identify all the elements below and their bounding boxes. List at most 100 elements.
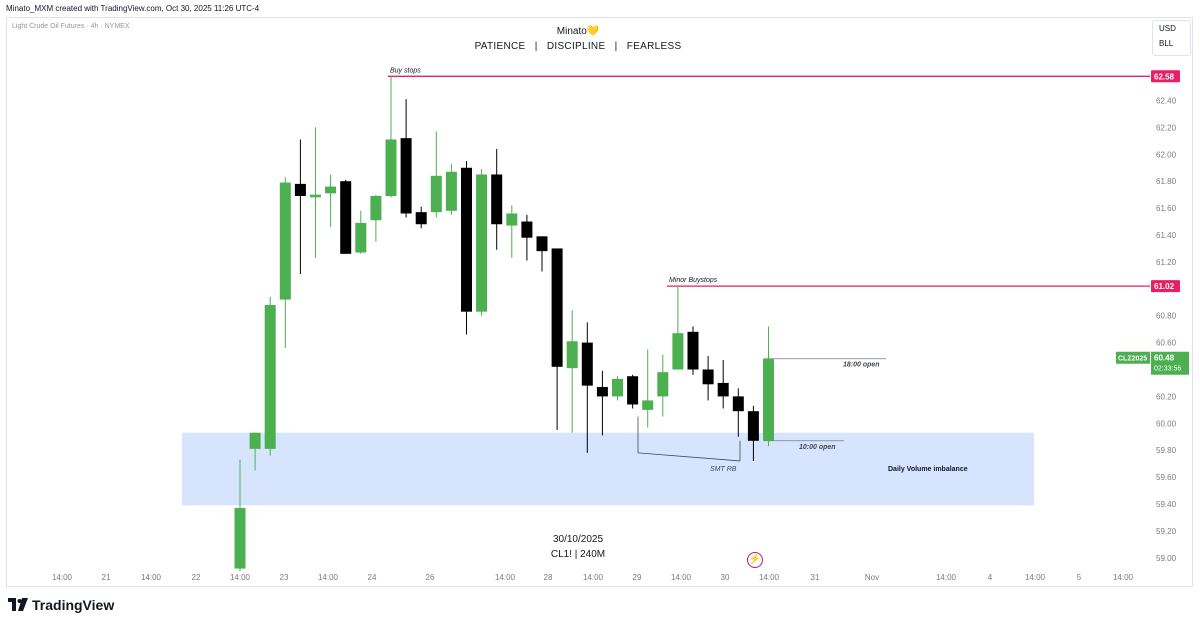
- candle-body-up: [445, 171, 457, 211]
- y-tick-label: 59.60: [1156, 473, 1177, 482]
- candle-body-down: [596, 386, 608, 397]
- x-tick-label: 28: [544, 573, 553, 582]
- x-tick-label: 14:00: [495, 573, 516, 582]
- countdown-text: 02:33:56: [1154, 366, 1181, 373]
- y-tick-label: 59.40: [1156, 500, 1177, 509]
- y-tick-label: 60.00: [1156, 419, 1177, 428]
- candle-body-up: [370, 195, 382, 221]
- y-tick-label: 59.80: [1156, 446, 1177, 455]
- candle-body-up: [612, 378, 623, 397]
- level-price-tag-text: 61.02: [1154, 282, 1175, 291]
- y-tick-label: 61.80: [1156, 177, 1177, 186]
- tradingview-logo-icon: [8, 598, 28, 611]
- candle-body-up: [506, 213, 518, 226]
- y-tick-label: 62.20: [1156, 123, 1177, 132]
- y-tick-label: 61.20: [1156, 258, 1177, 267]
- x-tick-label: 4: [988, 573, 993, 582]
- candle-body-down: [702, 369, 714, 385]
- y-tick-label: 60.60: [1156, 339, 1177, 348]
- x-tick-label: 14:00: [1025, 573, 1046, 582]
- x-tick-label: 21: [102, 573, 111, 582]
- level-price-tag: [1151, 280, 1180, 293]
- x-tick-label: 31: [811, 573, 820, 582]
- y-tick-label: 60.20: [1156, 392, 1177, 401]
- watermark-date: 30/10/2025: [552, 534, 604, 545]
- y-tick-label: 62.40: [1156, 97, 1177, 106]
- y-tick-label: 62.00: [1156, 150, 1177, 159]
- symbol-tag-text: CLZ2025: [1118, 356, 1147, 363]
- candle-body-down: [491, 174, 503, 225]
- candle-body-down: [581, 342, 593, 386]
- y-tick-label: 59.20: [1156, 527, 1177, 536]
- candle-body-down: [687, 331, 699, 370]
- x-tick-label: 14:00: [936, 573, 957, 582]
- candle-body-up: [430, 175, 442, 213]
- open-line-label: 10:00 open: [799, 444, 836, 451]
- candle-body-down: [340, 181, 352, 254]
- watermark: 30/10/2025 CL1! | 240M: [0, 532, 1156, 562]
- candle-body-up: [657, 372, 669, 397]
- currency-label: USD: [1159, 24, 1176, 33]
- smt-label: SMT RB: [710, 466, 737, 473]
- currency-unit-button[interactable]: USD BLL: [1152, 20, 1191, 56]
- x-tick-label: 14:00: [230, 573, 251, 582]
- key-level-label: Buy stops: [390, 67, 421, 74]
- candle-body-up: [763, 358, 774, 441]
- x-tick-label: 14:00: [1113, 573, 1134, 582]
- x-tick-label: Nov: [865, 573, 879, 582]
- open-line-label: 18:00 open: [843, 362, 880, 369]
- candle-body-up: [325, 186, 337, 194]
- candle-body-up: [566, 341, 578, 369]
- x-tick-label: 29: [633, 573, 642, 582]
- chart-frame: [6, 17, 1193, 587]
- current-price-tag: [1151, 351, 1189, 375]
- author-name: Minato💛: [0, 26, 1156, 37]
- tradingview-logo[interactable]: TradingView: [8, 597, 114, 613]
- candle-body-down: [415, 212, 427, 225]
- candle-body-down: [732, 396, 744, 412]
- x-tick-label: 14:00: [583, 573, 604, 582]
- x-tick-label: 14:00: [141, 573, 162, 582]
- candle-body-down: [536, 236, 548, 252]
- candle-body-up: [642, 400, 654, 410]
- candle-body-up: [264, 304, 276, 449]
- x-tick-label: 14:00: [671, 573, 692, 582]
- author-label: Minato: [556, 26, 587, 37]
- candle-body-down: [747, 411, 759, 441]
- candle-body-down: [627, 376, 639, 405]
- y-tick-label: 61.60: [1156, 204, 1177, 213]
- symbol-title: Light Crude Oil Futures · 4h · NYMEX: [12, 23, 130, 30]
- lightning-bolt-icon[interactable]: ⚡: [747, 552, 763, 568]
- zone-label: Daily Volume imbalance: [888, 466, 968, 473]
- x-tick-label: 23: [280, 573, 289, 582]
- x-tick-label: 22: [192, 573, 201, 582]
- candle-body-up: [234, 508, 246, 569]
- x-tick-label: 30: [721, 573, 730, 582]
- x-tick-label: 14:00: [318, 573, 339, 582]
- candle-body-down: [461, 167, 472, 312]
- smt-line: [637, 452, 741, 462]
- candle-body-up: [355, 222, 367, 253]
- x-tick-label: 24: [368, 573, 377, 582]
- level-price-tag: [1151, 70, 1180, 83]
- level-price-tag-text: 62.58: [1154, 72, 1175, 81]
- x-tick-label: 14:00: [52, 573, 73, 582]
- x-tick-label: 26: [426, 573, 435, 582]
- candle-body-up: [672, 333, 684, 370]
- key-level-label: Minor Buystops: [669, 277, 718, 284]
- candle-body-down: [294, 183, 306, 196]
- x-tick-label: 5: [1077, 573, 1082, 582]
- y-tick-label: 60.80: [1156, 312, 1177, 321]
- candle-body-up: [279, 182, 291, 300]
- brand-name: TradingView: [32, 597, 115, 613]
- candle-body-up: [249, 432, 261, 449]
- heart-icon: 💛: [586, 26, 600, 37]
- symbol-tag: [1116, 351, 1150, 364]
- candle-body-up: [476, 174, 488, 312]
- candle-body-down: [400, 138, 412, 214]
- current-price-text: 60.48: [1154, 354, 1175, 363]
- watermark-symbol: CL1! | 240M: [550, 549, 606, 560]
- unit-label: BLL: [1159, 39, 1174, 48]
- x-tick-label: 14:00: [759, 573, 780, 582]
